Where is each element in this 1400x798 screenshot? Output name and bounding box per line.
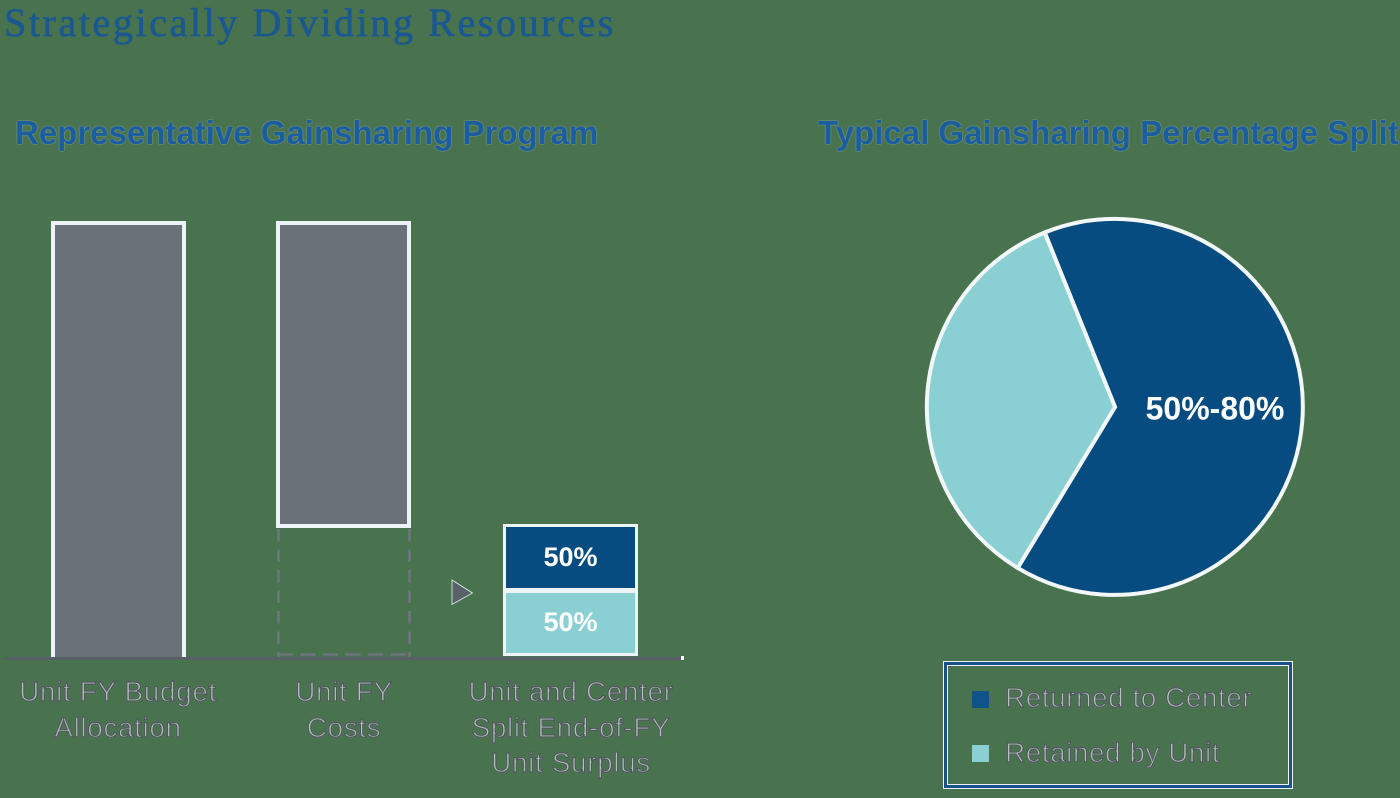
svg-text:50%-80%: 50%-80%: [1146, 390, 1285, 426]
